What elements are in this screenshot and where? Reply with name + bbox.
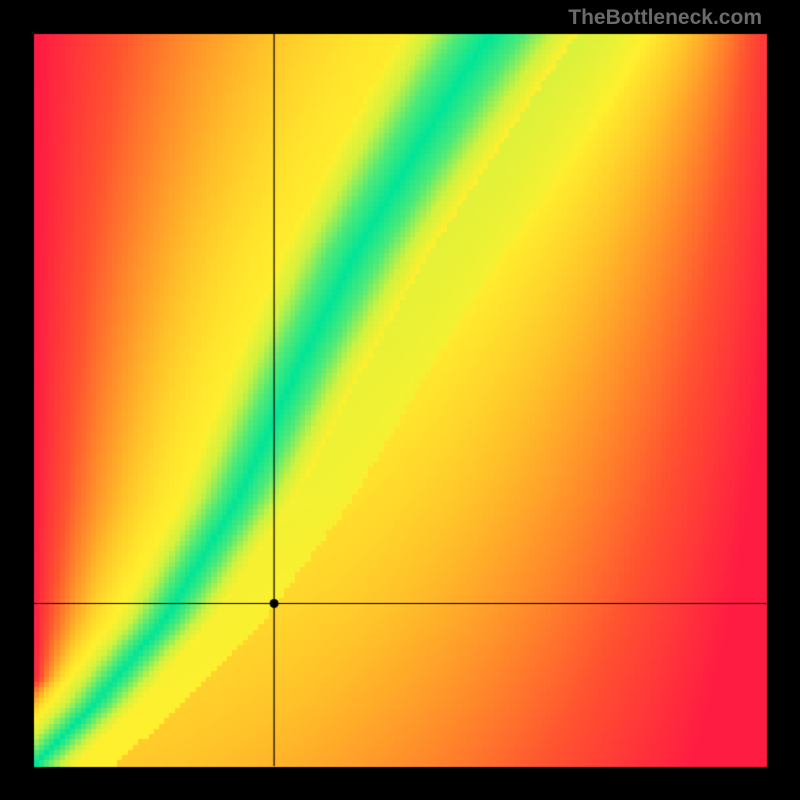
- heatmap-canvas: [0, 0, 800, 800]
- watermark-text: TheBottleneck.com: [568, 6, 762, 30]
- chart-container: TheBottleneck.com: [0, 0, 800, 800]
